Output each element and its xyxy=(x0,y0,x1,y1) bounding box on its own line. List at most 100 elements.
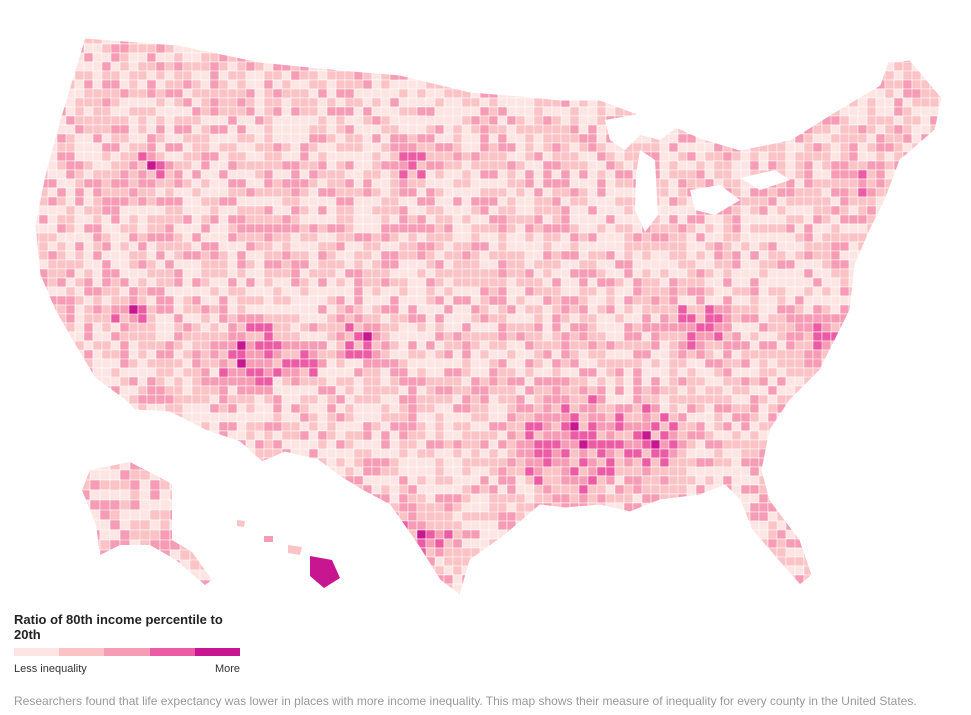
county-cell xyxy=(875,277,886,297)
county-cell xyxy=(506,61,517,72)
county-cell xyxy=(929,448,940,468)
county-cell xyxy=(308,412,319,423)
county-cell xyxy=(686,349,697,360)
county-cell xyxy=(218,61,229,72)
county-cell xyxy=(209,304,220,315)
county-cell xyxy=(695,403,706,414)
county-cell xyxy=(659,196,670,207)
county-cell xyxy=(173,439,193,450)
county-cell xyxy=(614,178,625,189)
county-cell xyxy=(353,268,364,279)
county-cell xyxy=(218,106,229,117)
county-cell xyxy=(695,43,706,54)
county-cell xyxy=(605,403,616,414)
county-cell xyxy=(821,232,832,243)
county-cell xyxy=(821,79,832,90)
county-cell xyxy=(218,205,229,216)
county-cell xyxy=(776,466,787,477)
county-cell xyxy=(452,169,463,180)
county-cell xyxy=(488,223,499,234)
county-cell xyxy=(839,304,850,315)
county-cell xyxy=(83,52,94,63)
county-cell xyxy=(704,124,724,135)
county-cell xyxy=(353,88,364,99)
county-cell xyxy=(929,205,940,216)
county-cell xyxy=(407,160,418,171)
county-cell xyxy=(398,223,409,234)
county-cell xyxy=(470,286,481,297)
county-cell xyxy=(479,358,490,369)
county-cell xyxy=(875,250,886,261)
county-cell xyxy=(398,466,409,477)
county-cell xyxy=(641,43,652,63)
county-cell xyxy=(407,376,418,387)
county-cell xyxy=(704,106,715,117)
county-cell xyxy=(92,421,112,432)
county-cell xyxy=(254,259,265,270)
county-cell xyxy=(173,457,184,468)
county-cell xyxy=(920,259,940,270)
county-cell xyxy=(92,241,103,252)
county-cell xyxy=(317,115,328,126)
county-cell xyxy=(803,295,814,306)
county-cell xyxy=(686,340,697,351)
county-cell xyxy=(47,376,58,387)
county-cell xyxy=(272,412,283,423)
county-cell xyxy=(659,214,670,225)
county-cell xyxy=(587,151,598,162)
county-cell xyxy=(911,268,922,279)
county-cell xyxy=(164,232,175,243)
county-cell xyxy=(767,160,778,171)
county-cell xyxy=(497,322,508,333)
county-cell xyxy=(137,430,148,441)
county-cell xyxy=(938,142,942,153)
county-cell xyxy=(731,124,742,144)
county-cell xyxy=(902,421,922,432)
county-cell xyxy=(353,115,364,126)
county-cell xyxy=(101,205,112,216)
county-cell xyxy=(884,259,895,270)
county-cell xyxy=(389,358,400,369)
county-cell xyxy=(137,115,148,126)
county-cell xyxy=(452,178,463,189)
county-cell xyxy=(821,340,832,351)
county-cell xyxy=(479,412,490,423)
county-cell xyxy=(299,52,319,63)
county-cell xyxy=(695,304,706,315)
county-cell xyxy=(56,331,67,342)
county-cell xyxy=(35,52,40,63)
county-cell xyxy=(128,52,139,63)
county-cell xyxy=(749,124,769,144)
county-cell xyxy=(920,214,931,225)
county-cell xyxy=(398,38,409,45)
county-cell xyxy=(749,421,760,432)
county-cell xyxy=(515,223,526,234)
county-cell xyxy=(713,385,724,396)
county-cell xyxy=(551,232,562,243)
county-cell xyxy=(344,268,355,279)
county-cell xyxy=(137,79,148,90)
county-cell xyxy=(794,430,814,441)
county-cell xyxy=(614,250,625,261)
county-cell xyxy=(308,295,319,306)
county-cell xyxy=(434,376,445,387)
county-cell xyxy=(875,304,886,315)
county-cell xyxy=(785,43,796,63)
county-cell xyxy=(470,367,481,378)
county-cell xyxy=(371,187,382,198)
county-cell xyxy=(893,304,904,315)
county-cell xyxy=(938,196,942,216)
county-cell xyxy=(758,394,769,405)
county-cell xyxy=(722,70,733,81)
county-cell xyxy=(101,430,112,441)
county-cell xyxy=(407,124,418,135)
county-cell xyxy=(821,124,832,135)
county-cell xyxy=(452,322,463,333)
county-cell xyxy=(425,61,436,81)
county-cell xyxy=(542,178,553,189)
county-cell xyxy=(902,394,913,405)
county-cell xyxy=(713,412,724,423)
county-cell xyxy=(776,97,787,108)
county-cell xyxy=(542,214,553,225)
county-cell xyxy=(713,268,724,279)
